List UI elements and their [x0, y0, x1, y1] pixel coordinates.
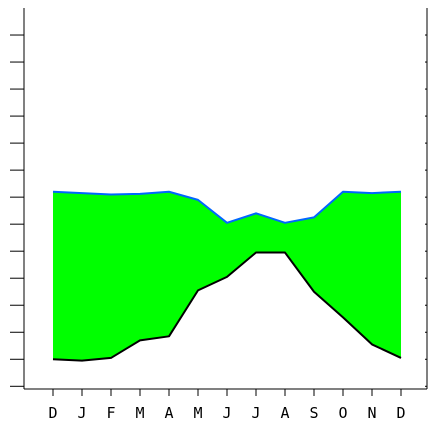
x-tick-label: N — [367, 404, 376, 422]
x-tick-label: D — [396, 404, 405, 422]
x-tick-label: F — [106, 404, 115, 422]
plot-area — [52, 190, 402, 362]
lower-series-line — [52, 251, 402, 362]
x-tick-label: O — [338, 404, 347, 422]
x-tick-label: M — [135, 404, 144, 422]
x-tick-label: A — [280, 404, 289, 422]
x-tick-label: M — [193, 404, 202, 422]
x-tick-label: D — [48, 404, 57, 422]
y-axis-ticks — [10, 8, 428, 389]
upper-series-line — [52, 190, 402, 224]
x-tick-label: J — [222, 404, 231, 422]
x-tick-label: S — [309, 404, 318, 422]
x-tick-label: J — [251, 404, 260, 422]
x-tick-label: J — [77, 404, 86, 422]
x-tick-label: A — [164, 404, 173, 422]
